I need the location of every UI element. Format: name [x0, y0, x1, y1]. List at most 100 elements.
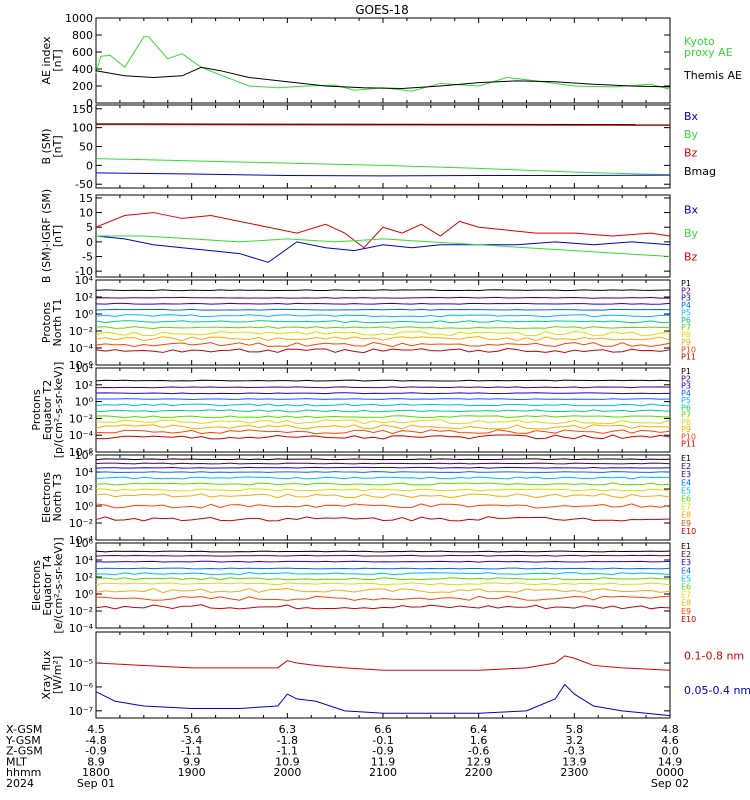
legend-channel: E9	[681, 607, 691, 616]
x-tick-value: -0.3	[564, 745, 585, 758]
series-line	[95, 212, 671, 249]
x-tick-value: -4.8	[85, 734, 106, 747]
legend-channel: P8	[681, 418, 691, 427]
legend-entry: 0.05-0.4 nm	[684, 684, 750, 697]
legend-channel: P3	[681, 294, 691, 303]
legend-channel: P4	[681, 389, 691, 398]
channel-line	[95, 582, 671, 586]
x-tick-value: 6.4	[470, 723, 488, 736]
legend-entry: Kyoto	[684, 35, 715, 48]
y-tick-label: 600	[72, 46, 93, 59]
legend-channel: E10	[681, 615, 696, 624]
channel-line	[95, 493, 671, 499]
y-tick-label: 15	[79, 192, 93, 205]
x-tick-value: 1800	[82, 766, 110, 779]
channel-line	[95, 471, 671, 473]
legend-channel: P9	[681, 338, 691, 347]
x-tick-value: 3.2	[566, 734, 584, 747]
x-tick-value: 2200	[465, 766, 493, 779]
x-tick-value: -0.6	[468, 745, 489, 758]
y-axis-label-line: [p/(cm²-s-sr-keV)]	[52, 362, 65, 459]
y-axis-label-line: North T1	[51, 299, 64, 347]
x-tick-value: -0.9	[85, 745, 106, 758]
x-tick-value: 4.8	[661, 723, 679, 736]
y-axis-label: AE index[nT]	[40, 36, 64, 85]
channel-line	[95, 482, 671, 486]
y-tick-label: 10	[79, 207, 93, 220]
channel-line	[95, 577, 671, 581]
y-tick-label: 10⁶	[75, 537, 94, 550]
legend-channel: E5	[681, 574, 691, 583]
legend-entry: Bx	[684, 110, 699, 123]
legend-channel: E5	[681, 486, 691, 495]
y-tick-label: 10⁻²	[69, 325, 93, 338]
series-line	[95, 124, 671, 126]
x-row-label: X-GSM	[6, 723, 42, 736]
legend-channel: P8	[681, 331, 691, 340]
x-tick-value: 12.9	[466, 755, 491, 768]
series-line	[95, 158, 671, 176]
x-tick-value: 4.6	[661, 734, 679, 747]
channel-line	[95, 379, 671, 382]
y-tick-label: 10⁴	[75, 466, 94, 479]
y-tick-label: 10⁻²	[69, 412, 93, 425]
x-row-label: 2024	[6, 777, 34, 790]
y-tick-label: 10⁻²	[69, 605, 93, 618]
y-axis-label-line: [W/m²]	[51, 656, 64, 694]
channel-line	[95, 572, 671, 576]
y-tick-label: 10⁻⁶	[69, 681, 94, 694]
channel-line	[95, 296, 671, 299]
legend-entry: 0.1-0.8 nm	[684, 650, 744, 663]
y-tick-label: -5	[82, 251, 93, 264]
series-line	[96, 235, 671, 257]
y-axis-label-line: Electrons	[30, 560, 43, 611]
y-tick-label: -10	[75, 265, 93, 278]
channel-line	[95, 466, 671, 469]
panel-frame	[95, 631, 671, 719]
y-axis-label-line: Electrons	[40, 472, 53, 523]
y-tick-label: 10⁴	[75, 362, 94, 375]
legend-channel: E2	[681, 462, 691, 471]
y-tick-label: -50	[75, 178, 93, 191]
y-tick-label: 10⁶	[75, 449, 94, 462]
channel-line	[95, 503, 671, 509]
legend-channel: E7	[681, 591, 691, 600]
plot-title: GOES-18	[355, 3, 409, 17]
channel-line	[95, 554, 671, 557]
x-tick-value: 0000	[656, 766, 684, 779]
y-tick-label: 10⁰	[75, 396, 94, 409]
legend-channel: P9	[681, 425, 691, 434]
panel-bsm: -50 0 50 100 150 B (SM)[nT] Bx By Bz Bmag	[40, 103, 716, 191]
legend-channel: P5	[681, 308, 691, 317]
channel-line	[95, 424, 671, 430]
x-tick-value: 5.8	[566, 723, 584, 736]
x-tick-value: Sep 02	[651, 777, 689, 790]
channel-line	[95, 330, 671, 337]
x-tick-value: 0.0	[661, 745, 679, 758]
y-tick-label: 1000	[65, 12, 93, 25]
x-tick-value: 10.9	[275, 755, 300, 768]
legend-entry: By	[684, 128, 699, 141]
channel-line	[95, 409, 671, 413]
channel-line	[95, 320, 671, 324]
legend-channel: P2	[681, 286, 691, 295]
channel-line	[95, 403, 671, 407]
legend-entry: Bz	[684, 251, 698, 264]
legend-channel: E2	[681, 550, 691, 559]
x-row-label: Y-GSM	[5, 734, 41, 747]
y-tick-label: 10⁴	[75, 554, 94, 567]
channel-line	[95, 398, 671, 400]
legend-channel: E4	[681, 566, 691, 575]
y-tick-label: 10²	[75, 483, 93, 496]
legend-channel: E9	[681, 519, 691, 528]
channel-line	[95, 560, 671, 563]
y-tick-label: 50	[79, 141, 93, 154]
series-line	[95, 655, 671, 671]
series-line	[95, 123, 671, 126]
y-tick-label: 200	[72, 80, 93, 93]
